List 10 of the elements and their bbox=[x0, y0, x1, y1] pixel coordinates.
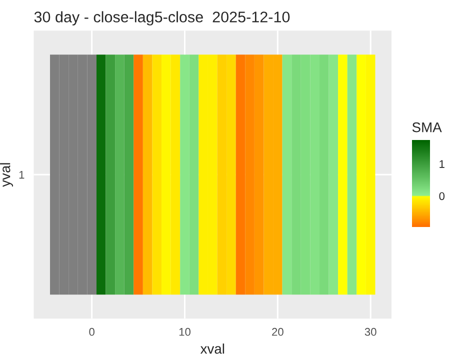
color-bar-label: 0 bbox=[439, 192, 445, 200]
x-tick-label: 10 bbox=[179, 328, 190, 336]
color-bar-label: 1 bbox=[440, 160, 444, 168]
chart-title: 30 day - close-lag5-close 2025-12-10 bbox=[34, 11, 290, 26]
x-tick-label: 30 bbox=[364, 328, 376, 336]
x-tick-label: 0 bbox=[89, 328, 94, 336]
x-tick-label: 20 bbox=[272, 328, 284, 336]
color-bar-title: SMA bbox=[412, 122, 442, 132]
x-axis-title: xval bbox=[200, 344, 224, 354]
y-axis-title: yval bbox=[0, 163, 13, 187]
